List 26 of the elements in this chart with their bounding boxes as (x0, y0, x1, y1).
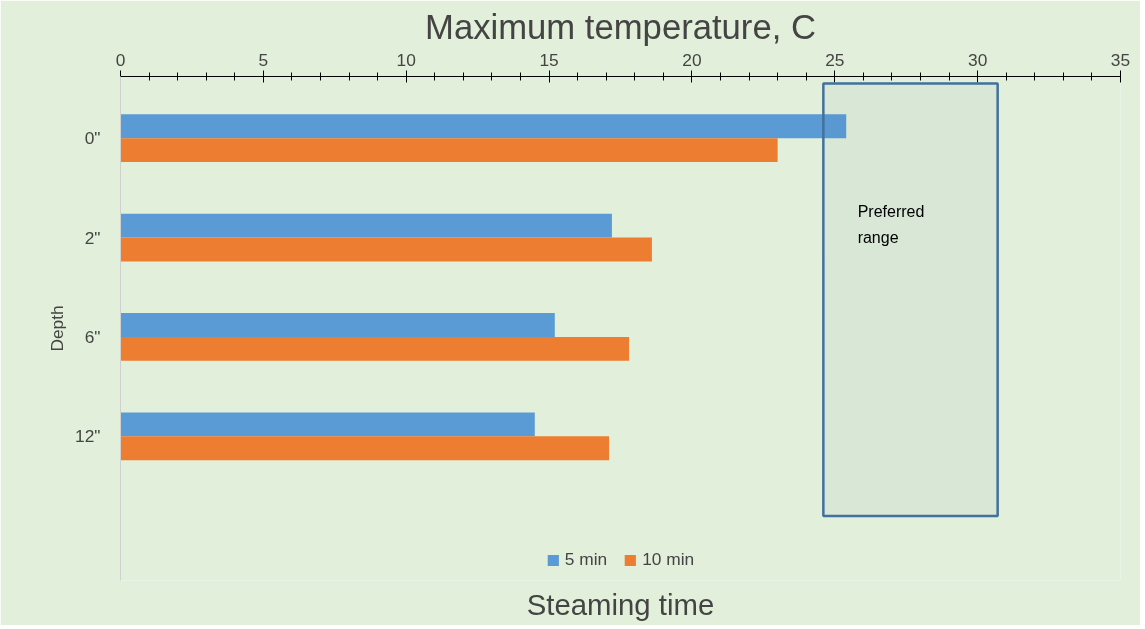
bar (120, 138, 778, 162)
bar (120, 114, 847, 139)
x-tick-label: 0 (115, 49, 126, 70)
bar (120, 213, 612, 238)
x-tick-label: 15 (539, 49, 559, 70)
bar (120, 436, 610, 461)
legend-label: 10 min (642, 549, 695, 570)
y-tick-label: 0" (84, 128, 101, 149)
x-tick-label: 5 (258, 49, 269, 70)
x-tick-label: 20 (682, 49, 702, 70)
band-label: Preferred range (857, 202, 925, 247)
y-tick-label: 12" (75, 426, 101, 447)
x-tick-label: 35 (1110, 49, 1131, 70)
y-tick-label: 2" (84, 227, 101, 248)
bar (120, 336, 630, 361)
y-axis-title: Depth (47, 305, 68, 352)
y-tick-label: 6" (84, 326, 101, 347)
legend-title: Steaming time (526, 587, 715, 621)
x-tick-label: 30 (968, 49, 988, 70)
x-tick-label: 25 (825, 49, 845, 70)
legend-label: 5 min (564, 549, 608, 570)
bar (120, 237, 652, 262)
x-tick-label: 10 (396, 49, 416, 70)
chart-title: Maximum temperature, C (425, 7, 816, 46)
bar (120, 313, 555, 337)
bar (120, 412, 535, 437)
